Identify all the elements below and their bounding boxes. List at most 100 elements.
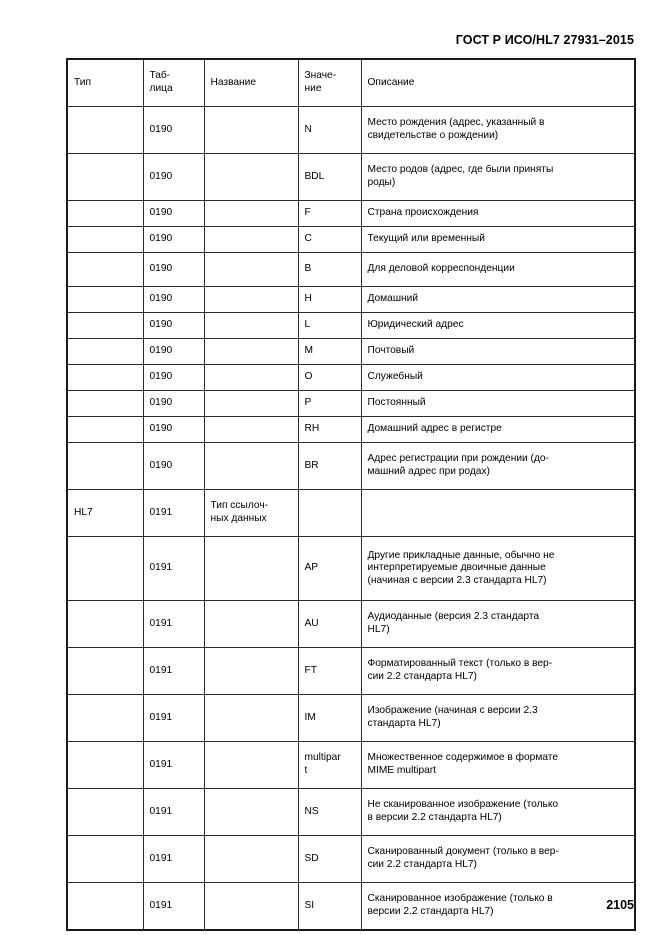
table-row: 0190 RH Домашний адрес в регистре bbox=[66, 416, 636, 443]
cell-description-text: Аудиоданные (версия 2.3 стандарта bbox=[367, 611, 540, 623]
cell-description: Почтовый bbox=[360, 338, 636, 365]
cell-description bbox=[360, 489, 636, 537]
table-row: 0190 H Домашний bbox=[66, 286, 636, 313]
cell-description: Место рождения (адрес, указанный в свидет… bbox=[360, 106, 636, 154]
cell-description: Юридический адрес bbox=[360, 312, 636, 339]
cell-type bbox=[66, 252, 144, 287]
cell-value-text: P bbox=[304, 397, 312, 409]
cell-value-text: M bbox=[304, 345, 314, 357]
cell-description-text: стандарта HL7) bbox=[367, 718, 441, 729]
table-row: 0190 C Текущий или временный bbox=[66, 226, 636, 253]
cell-description-text: Почтовый bbox=[367, 345, 415, 357]
cell-description: Аудиоданные (версия 2.3 стандарта HL7) bbox=[360, 600, 636, 648]
cell-name bbox=[203, 153, 299, 201]
cell-table-number-text: 0190 bbox=[149, 459, 173, 471]
cell-value-text: FT bbox=[304, 664, 317, 676]
cell-value-text: F bbox=[304, 207, 311, 219]
table-row: 0190 BR Адрес регистрации при рождении (до… bbox=[66, 442, 636, 490]
cell-type bbox=[66, 882, 144, 931]
cell-table-number-text: 0191 bbox=[149, 506, 173, 518]
column-header-text: Название bbox=[210, 76, 257, 88]
cell-table-number: 0191 bbox=[142, 788, 205, 836]
cell-value: H bbox=[297, 286, 362, 313]
code-table-container: Тип Таб-лица Название Значе-ние Описание… bbox=[66, 58, 636, 931]
cell-name bbox=[203, 200, 299, 227]
cell-type bbox=[66, 600, 144, 648]
cell-table-number-text: 0190 bbox=[149, 123, 173, 135]
cell-name-text: Тип ссылоч- bbox=[210, 500, 269, 512]
cell-value: RH bbox=[297, 416, 362, 443]
cell-type bbox=[66, 153, 144, 201]
cell-value: M bbox=[297, 338, 362, 365]
cell-table-number-text: 0190 bbox=[149, 293, 173, 305]
cell-description: Изображение (начиная с версии 2.3 стандар… bbox=[360, 694, 636, 742]
cell-type bbox=[66, 442, 144, 490]
cell-value: IM bbox=[297, 694, 362, 742]
table-row: 0190 M Почтовый bbox=[66, 338, 636, 365]
cell-table-number-text: 0190 bbox=[149, 371, 173, 383]
cell-description-text: свидетельстве о рождении) bbox=[367, 130, 499, 141]
cell-value-text: L bbox=[304, 319, 311, 331]
cell-description: Для деловой корреспонденции bbox=[360, 252, 636, 287]
cell-value: BR bbox=[297, 442, 362, 490]
cell-name-text: ных данных bbox=[210, 513, 267, 524]
cell-value-text: RH bbox=[304, 423, 320, 435]
column-header-text: Тип bbox=[74, 76, 91, 88]
cell-name bbox=[203, 536, 299, 601]
cell-description: Текущий или временный bbox=[360, 226, 636, 253]
cell-table-number: 0190 bbox=[142, 226, 205, 253]
cell-name bbox=[203, 882, 299, 931]
cell-value-text: H bbox=[304, 293, 312, 305]
column-header-text: Значе- bbox=[304, 70, 337, 82]
cell-value-text: SI bbox=[304, 899, 315, 911]
cell-table-number: 0190 bbox=[142, 416, 205, 443]
cell-description: Страна происхождения bbox=[360, 200, 636, 227]
cell-table-number: 0191 bbox=[142, 882, 205, 931]
cell-description-text: Сканированный документ (только в вер- bbox=[367, 846, 559, 858]
cell-table-number-text: 0191 bbox=[149, 617, 173, 629]
column-header-description: Описание bbox=[360, 58, 636, 107]
cell-value-text: BDL bbox=[304, 170, 325, 182]
table-row: 0191 SI Сканированное изображение (только … bbox=[66, 882, 636, 931]
cell-type bbox=[66, 647, 144, 695]
cell-type bbox=[66, 694, 144, 742]
cell-name bbox=[203, 741, 299, 789]
cell-description-text: Место родов (адрес, где были приняты bbox=[367, 164, 554, 176]
cell-name: Тип ссылоч-ных данных bbox=[203, 489, 299, 537]
cell-type bbox=[66, 312, 144, 339]
table-row: 0191 FT Форматированный текст (только в ве… bbox=[66, 647, 636, 695]
column-header-text: Таб- bbox=[149, 70, 171, 82]
cell-value-text: C bbox=[304, 233, 312, 245]
cell-description-text: (начиная с версии 2.3 стандарта HL7) bbox=[367, 574, 547, 586]
cell-description-text: Адрес регистрации при рождении (до- bbox=[367, 453, 549, 465]
cell-description-text: Домашний bbox=[367, 293, 419, 305]
cell-type bbox=[66, 200, 144, 227]
table-row: HL7 0191 Тип ссылоч-ных данных bbox=[66, 489, 636, 537]
cell-description-text: Постоянный bbox=[367, 397, 426, 409]
cell-value-text: N bbox=[304, 123, 312, 135]
cell-name bbox=[203, 835, 299, 883]
cell-value: FT bbox=[297, 647, 362, 695]
cell-type bbox=[66, 835, 144, 883]
cell-name bbox=[203, 442, 299, 490]
cell-description-text: Не сканированное изображение (только bbox=[367, 799, 559, 811]
cell-description-text: в версии 2.2 стандарта HL7) bbox=[367, 812, 502, 823]
cell-description: Служебный bbox=[360, 364, 636, 391]
cell-description: Место родов (адрес, где были приняты роды… bbox=[360, 153, 636, 201]
column-header-text: Описание bbox=[367, 76, 415, 88]
cell-description-text: Домашний адрес в регистре bbox=[367, 423, 502, 435]
cell-table-number-text: 0190 bbox=[149, 319, 173, 331]
cell-description: Множественное содержимое в формате MIME m… bbox=[360, 741, 636, 789]
cell-table-number-text: 0190 bbox=[149, 170, 173, 182]
cell-table-number: 0190 bbox=[142, 312, 205, 339]
cell-value: L bbox=[297, 312, 362, 339]
cell-type bbox=[66, 364, 144, 391]
cell-description-text: Изображение (начиная с версии 2.3 bbox=[367, 705, 538, 717]
cell-table-number-text: 0190 bbox=[149, 263, 173, 275]
cell-name bbox=[203, 252, 299, 287]
cell-description-text: Форматированный текст (только в вер- bbox=[367, 658, 553, 670]
cell-name bbox=[203, 364, 299, 391]
cell-table-number: 0190 bbox=[142, 338, 205, 365]
